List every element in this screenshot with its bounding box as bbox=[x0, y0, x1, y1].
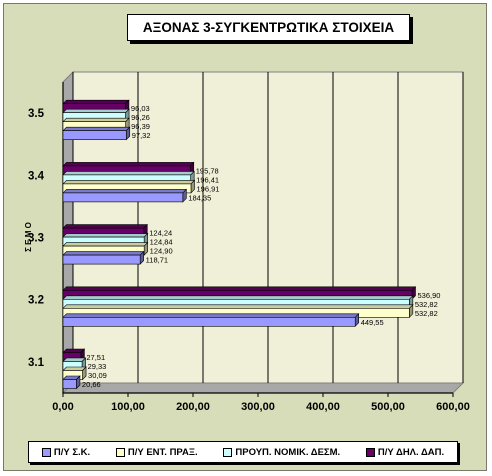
bar bbox=[62, 316, 356, 327]
bar bbox=[62, 192, 184, 203]
bar-top bbox=[62, 304, 414, 309]
x-tick-label: 500,00 bbox=[371, 401, 405, 413]
y-tick-label: 3.3 bbox=[28, 233, 44, 245]
legend-label: Π/Υ ΕΝΤ. ΠΡΑΞ. bbox=[127, 446, 198, 458]
bar-top bbox=[62, 189, 188, 194]
legend-item: Π/Υ ΕΝΤ. ΠΡΑΞ. bbox=[115, 446, 198, 458]
bar-value-label: 29,33 bbox=[88, 362, 107, 371]
bar-top bbox=[62, 99, 130, 104]
bar-top bbox=[62, 251, 145, 256]
legend-swatch bbox=[41, 447, 51, 457]
bar-value-label: 20,66 bbox=[82, 380, 101, 389]
bar-top bbox=[62, 108, 130, 113]
bar-value-label: 118,71 bbox=[146, 256, 168, 265]
bar-top bbox=[62, 180, 196, 185]
chart-title: ΑΞΟΝΑΣ 3-ΣΥΓΚΕΝΤΡΩΤΙΚΑ ΣΤΟΙΧΕΙΑ bbox=[127, 14, 410, 41]
bar-value-label: 96,03 bbox=[131, 104, 150, 113]
bar-top bbox=[62, 286, 417, 291]
bar-value-label: 27,51 bbox=[86, 353, 105, 362]
bar-value-label: 196,41 bbox=[196, 175, 219, 184]
legend-swatch bbox=[115, 447, 125, 457]
bar-top bbox=[62, 126, 131, 131]
x-tick-label: 200,00 bbox=[176, 401, 210, 413]
legend-swatch bbox=[223, 447, 233, 457]
bar-top bbox=[62, 171, 195, 176]
bar-top bbox=[62, 224, 148, 229]
y-tick-label: 3.1 bbox=[28, 357, 45, 369]
bar-value-label: 30,09 bbox=[88, 371, 107, 380]
bar-value-label: 184,35 bbox=[188, 193, 211, 202]
bar bbox=[62, 254, 141, 265]
bar-top bbox=[62, 242, 149, 247]
chart-legend: Π/Υ Σ.Κ. Π/Υ ΕΝΤ. ΠΡΑΞ. ΠΡΟΥΠ. ΝΟΜΙΚ. ΔΕΣΜ… bbox=[28, 441, 458, 463]
bar-top bbox=[62, 162, 195, 167]
x-tick-label: 100,00 bbox=[111, 401, 145, 413]
legend-item: Π/Υ ΔΗΛ. ΔΑΠ. bbox=[365, 446, 445, 458]
bar-value-label: 195,78 bbox=[196, 166, 219, 175]
y-tick-label: 3.5 bbox=[28, 108, 45, 120]
bar bbox=[62, 379, 77, 389]
bar-top bbox=[62, 366, 87, 371]
chart-title-text: ΑΞΟΝΑΣ 3-ΣΥΓΚΕΝΤΡΩΤΙΚΑ ΣΤΟΙΧΕΙΑ bbox=[142, 20, 395, 35]
bar-value-label: 196,91 bbox=[196, 184, 219, 193]
x-tick-label: 400,00 bbox=[306, 401, 340, 413]
bar-value-label: 449,55 bbox=[361, 318, 384, 327]
legend-item: ΠΡΟΥΠ. ΝΟΜΙΚ. ΔΕΣΜ. bbox=[223, 447, 340, 458]
legend-item: Π/Υ Σ.Κ. bbox=[41, 446, 91, 458]
bar-value-label: 97,32 bbox=[132, 131, 151, 140]
bar-value-label: 124,24 bbox=[149, 229, 172, 238]
legend-label: ΠΡΟΥΠ. ΝΟΜΙΚ. ΔΕΣΜ. bbox=[235, 446, 341, 458]
bar-top bbox=[62, 313, 360, 318]
bar-value-label: 124,90 bbox=[150, 247, 173, 256]
bar bbox=[62, 130, 127, 140]
bar-value-label: 532,82 bbox=[415, 309, 438, 318]
x-tick-label: 600,00 bbox=[436, 401, 470, 413]
bar-top bbox=[62, 117, 130, 122]
bar-value-label: 532,82 bbox=[415, 300, 438, 309]
legend-label: Π/Υ ΔΗΛ. ΔΑΠ. bbox=[377, 446, 445, 458]
bar-value-label: 536,90 bbox=[417, 291, 440, 300]
x-tick-label: 300,00 bbox=[241, 401, 275, 413]
legend-label: Π/Υ Σ.Κ. bbox=[53, 446, 91, 458]
bar-value-label: 124,84 bbox=[150, 238, 173, 247]
bar-top bbox=[62, 233, 149, 238]
bar-top bbox=[62, 295, 414, 300]
x-tick-label: 0,00 bbox=[52, 401, 73, 413]
bar-value-label: 96,26 bbox=[131, 113, 150, 122]
y-tick-label: 3.2 bbox=[28, 295, 44, 307]
chart-floor bbox=[61, 382, 465, 394]
bar-value-label: 96,39 bbox=[131, 122, 150, 131]
y-tick-label: 3.4 bbox=[28, 170, 45, 182]
legend-swatch bbox=[365, 447, 375, 457]
y-axis-title: Σ Ε Μ Ο bbox=[24, 222, 33, 252]
